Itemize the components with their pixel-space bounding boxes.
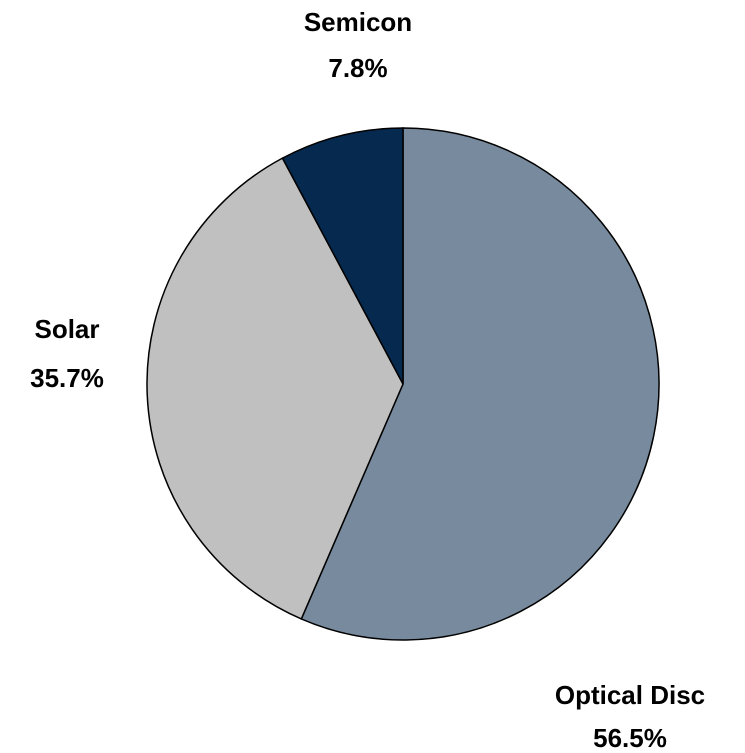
pie-slice xyxy=(281,127,404,385)
pie-slice xyxy=(146,157,404,620)
slice-label: Semicon xyxy=(304,7,412,37)
slice-label: Solar xyxy=(34,314,99,344)
value-label: 56.5% xyxy=(593,723,667,753)
value-label: 35.7% xyxy=(30,363,104,393)
slice-label: Optical Disc xyxy=(555,680,705,710)
value-label: 7.8% xyxy=(328,53,387,83)
pie-slice xyxy=(300,127,660,641)
